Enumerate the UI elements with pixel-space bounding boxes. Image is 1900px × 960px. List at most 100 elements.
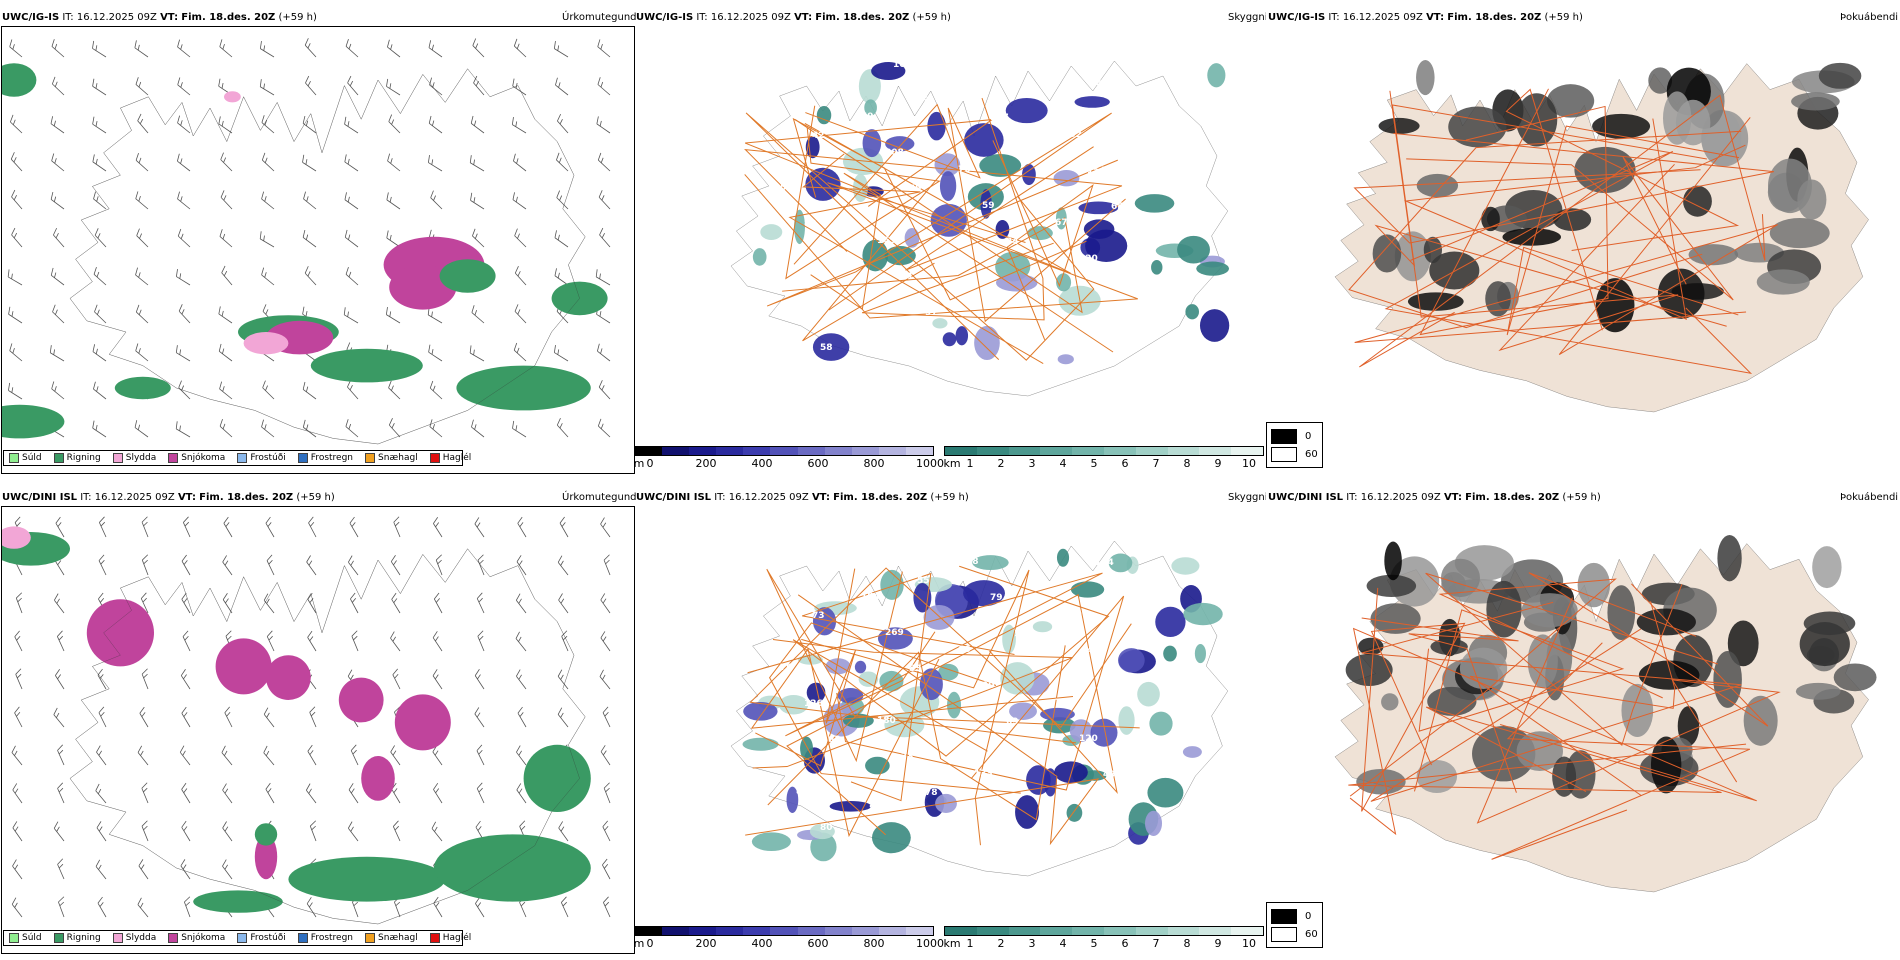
cloud-base-tick: 600	[807, 937, 829, 950]
cloud-base-value: 120	[1079, 734, 1098, 744]
cloud-base-value: 78	[966, 557, 979, 567]
fog-index-panel: UWC/DINI ISL IT: 16.12.2025 09Z VT: Fim.…	[1266, 490, 1900, 960]
cloud-base-colorbar: m 0 200 400 600 800 1000	[634, 446, 944, 470]
fog-legend-label: 60	[1305, 448, 1318, 460]
legend-item: Snjókoma	[168, 453, 225, 463]
it-value: 16.12.2025 09Z	[76, 12, 157, 23]
cloud-base-value: 82	[828, 255, 841, 265]
fog-index-panel: UWC/IG-IS IT: 16.12.2025 09Z VT: Fim. 18…	[1266, 10, 1900, 480]
it-label: IT:	[1346, 492, 1358, 503]
cloud-base-value: 49	[1103, 290, 1116, 300]
legend-label: Slydda	[125, 933, 157, 943]
cloud-base-value: 280	[1071, 822, 1090, 832]
cloud-base-value: 81	[869, 804, 882, 814]
model-name: UWC/DINI ISL	[636, 492, 712, 503]
cloud-base-value: 150	[1063, 610, 1082, 620]
lead-time: (+59 h)	[1562, 492, 1601, 503]
fog-legend-item: 60	[1271, 925, 1318, 943]
road-network	[1348, 572, 1781, 860]
legend-swatch	[297, 933, 308, 943]
lead-time: (+59 h)	[296, 492, 335, 503]
cloud-base-value: 66	[958, 645, 971, 655]
cloud-base-value: 164	[788, 575, 807, 585]
cloud-base-value: 79	[990, 593, 1003, 603]
cloud-base-value: 57	[780, 183, 793, 193]
cloud-base-value: 79	[772, 271, 785, 281]
cloud-base-value: 104	[1095, 558, 1114, 568]
cloud-base-value: 55	[917, 576, 930, 586]
legend-swatch	[9, 933, 19, 943]
fog-legend-label: 60	[1305, 928, 1318, 940]
legend-item: Frostúði	[237, 453, 286, 463]
cloud-base-visibility-panel: UWC/DINI ISL IT: 16.12.2025 09Z VT: Fim.…	[634, 490, 1266, 960]
cloud-base-value: 65	[1111, 202, 1124, 212]
cloud-base-tick: 600	[807, 457, 829, 470]
legend-swatch	[9, 453, 19, 463]
cloud-base-value: 269	[885, 628, 904, 638]
cloud-base-tick: 200	[695, 457, 717, 470]
visibility-tick: 5	[1090, 937, 1098, 950]
fog-index-legend: 0 60	[1266, 422, 1323, 468]
it-label: IT:	[714, 492, 726, 503]
vt-value: Fim. 18.des. 20Z	[1465, 492, 1560, 503]
legend-label: Rigning	[66, 453, 101, 463]
visibility-tick: 9	[1214, 457, 1222, 470]
it-value: 16.12.2025 09Z	[1342, 12, 1423, 23]
iceland-outline	[70, 69, 585, 444]
cloud-base-value: 73	[1055, 698, 1068, 708]
visibility-tick: 9	[1214, 937, 1222, 950]
legend-item: Súld	[9, 453, 42, 463]
visibility-tick: 5	[1090, 457, 1098, 470]
cloud-base-value: 154	[1087, 166, 1106, 176]
precip-type-legend: Súld Rigning Slydda Snjókoma Frostúði Frostre…	[3, 450, 471, 466]
fog-map	[1266, 534, 1877, 936]
it-value: 16.12.2025 09Z	[710, 12, 791, 23]
legend-label: Frostúði	[250, 933, 286, 943]
legend-item: Rigning	[53, 933, 101, 943]
cloud-base-value: 120	[1079, 254, 1098, 264]
it-label: IT:	[62, 12, 74, 23]
cloud-base-value: 73	[812, 611, 825, 621]
legend-label: Haglél	[442, 453, 472, 463]
legend-label: Frostregn	[310, 933, 354, 943]
vt-label: VT:	[811, 492, 830, 503]
it-value: 16.12.2025 09Z	[1360, 492, 1441, 503]
cloud-base-value: 308	[885, 148, 904, 158]
legend-label: Snjókoma	[181, 933, 226, 943]
cloud-base-value: 58	[820, 343, 833, 353]
iceland-outline	[70, 549, 585, 924]
legend-item: Frostregn	[297, 453, 353, 463]
it-label: IT:	[696, 12, 708, 23]
legend-swatch	[168, 453, 179, 463]
model-name: UWC/IG-IS	[2, 12, 60, 23]
road-network	[1348, 88, 1778, 375]
cloud-base-value: 162	[974, 289, 993, 299]
iceland-outline	[2, 526, 591, 924]
visibility-tick: 7	[1152, 457, 1160, 470]
visibility-colorbar: km 1 2 3 4 5 6 7 8 9 10	[943, 446, 1264, 470]
fog-legend-item: 60	[1271, 445, 1318, 463]
cloud-base-value: 79	[917, 96, 930, 106]
visibility-unit: km	[943, 457, 961, 470]
iceland-outline	[1335, 534, 1877, 892]
precip-type-panel: UWC/IG-IS IT: 16.12.2025 09Z VT: Fim. 18…	[0, 10, 636, 480]
legend-swatch	[365, 453, 376, 463]
legend-item: Frostregn	[297, 933, 354, 943]
cloud-base-tick: 800	[863, 937, 885, 950]
cloud-base-value: 196	[764, 539, 783, 549]
it-value: 16.12.2025 09Z	[94, 492, 175, 503]
panel-variable-label: Skyggni	[1228, 492, 1266, 503]
cloud-base-value: 37	[998, 805, 1011, 815]
legend-item: Snjókoma	[168, 933, 225, 943]
cloud-base-value: 232	[1063, 130, 1082, 140]
precip-map	[1, 506, 635, 954]
cloud-base-tick: 800	[863, 457, 885, 470]
legend-swatch	[53, 453, 64, 463]
legend-item: Snæhagl	[365, 933, 418, 943]
vt-label: VT:	[1443, 492, 1462, 503]
cloud-base-value: 180	[877, 716, 896, 726]
visibility-tick: 7	[1152, 937, 1160, 950]
fog-legend-swatch	[1271, 428, 1297, 444]
visibility-tick: 10	[1242, 457, 1256, 470]
panel-title: UWC/IG-IS IT: 16.12.2025 09Z VT: Fim. 18…	[636, 12, 951, 23]
